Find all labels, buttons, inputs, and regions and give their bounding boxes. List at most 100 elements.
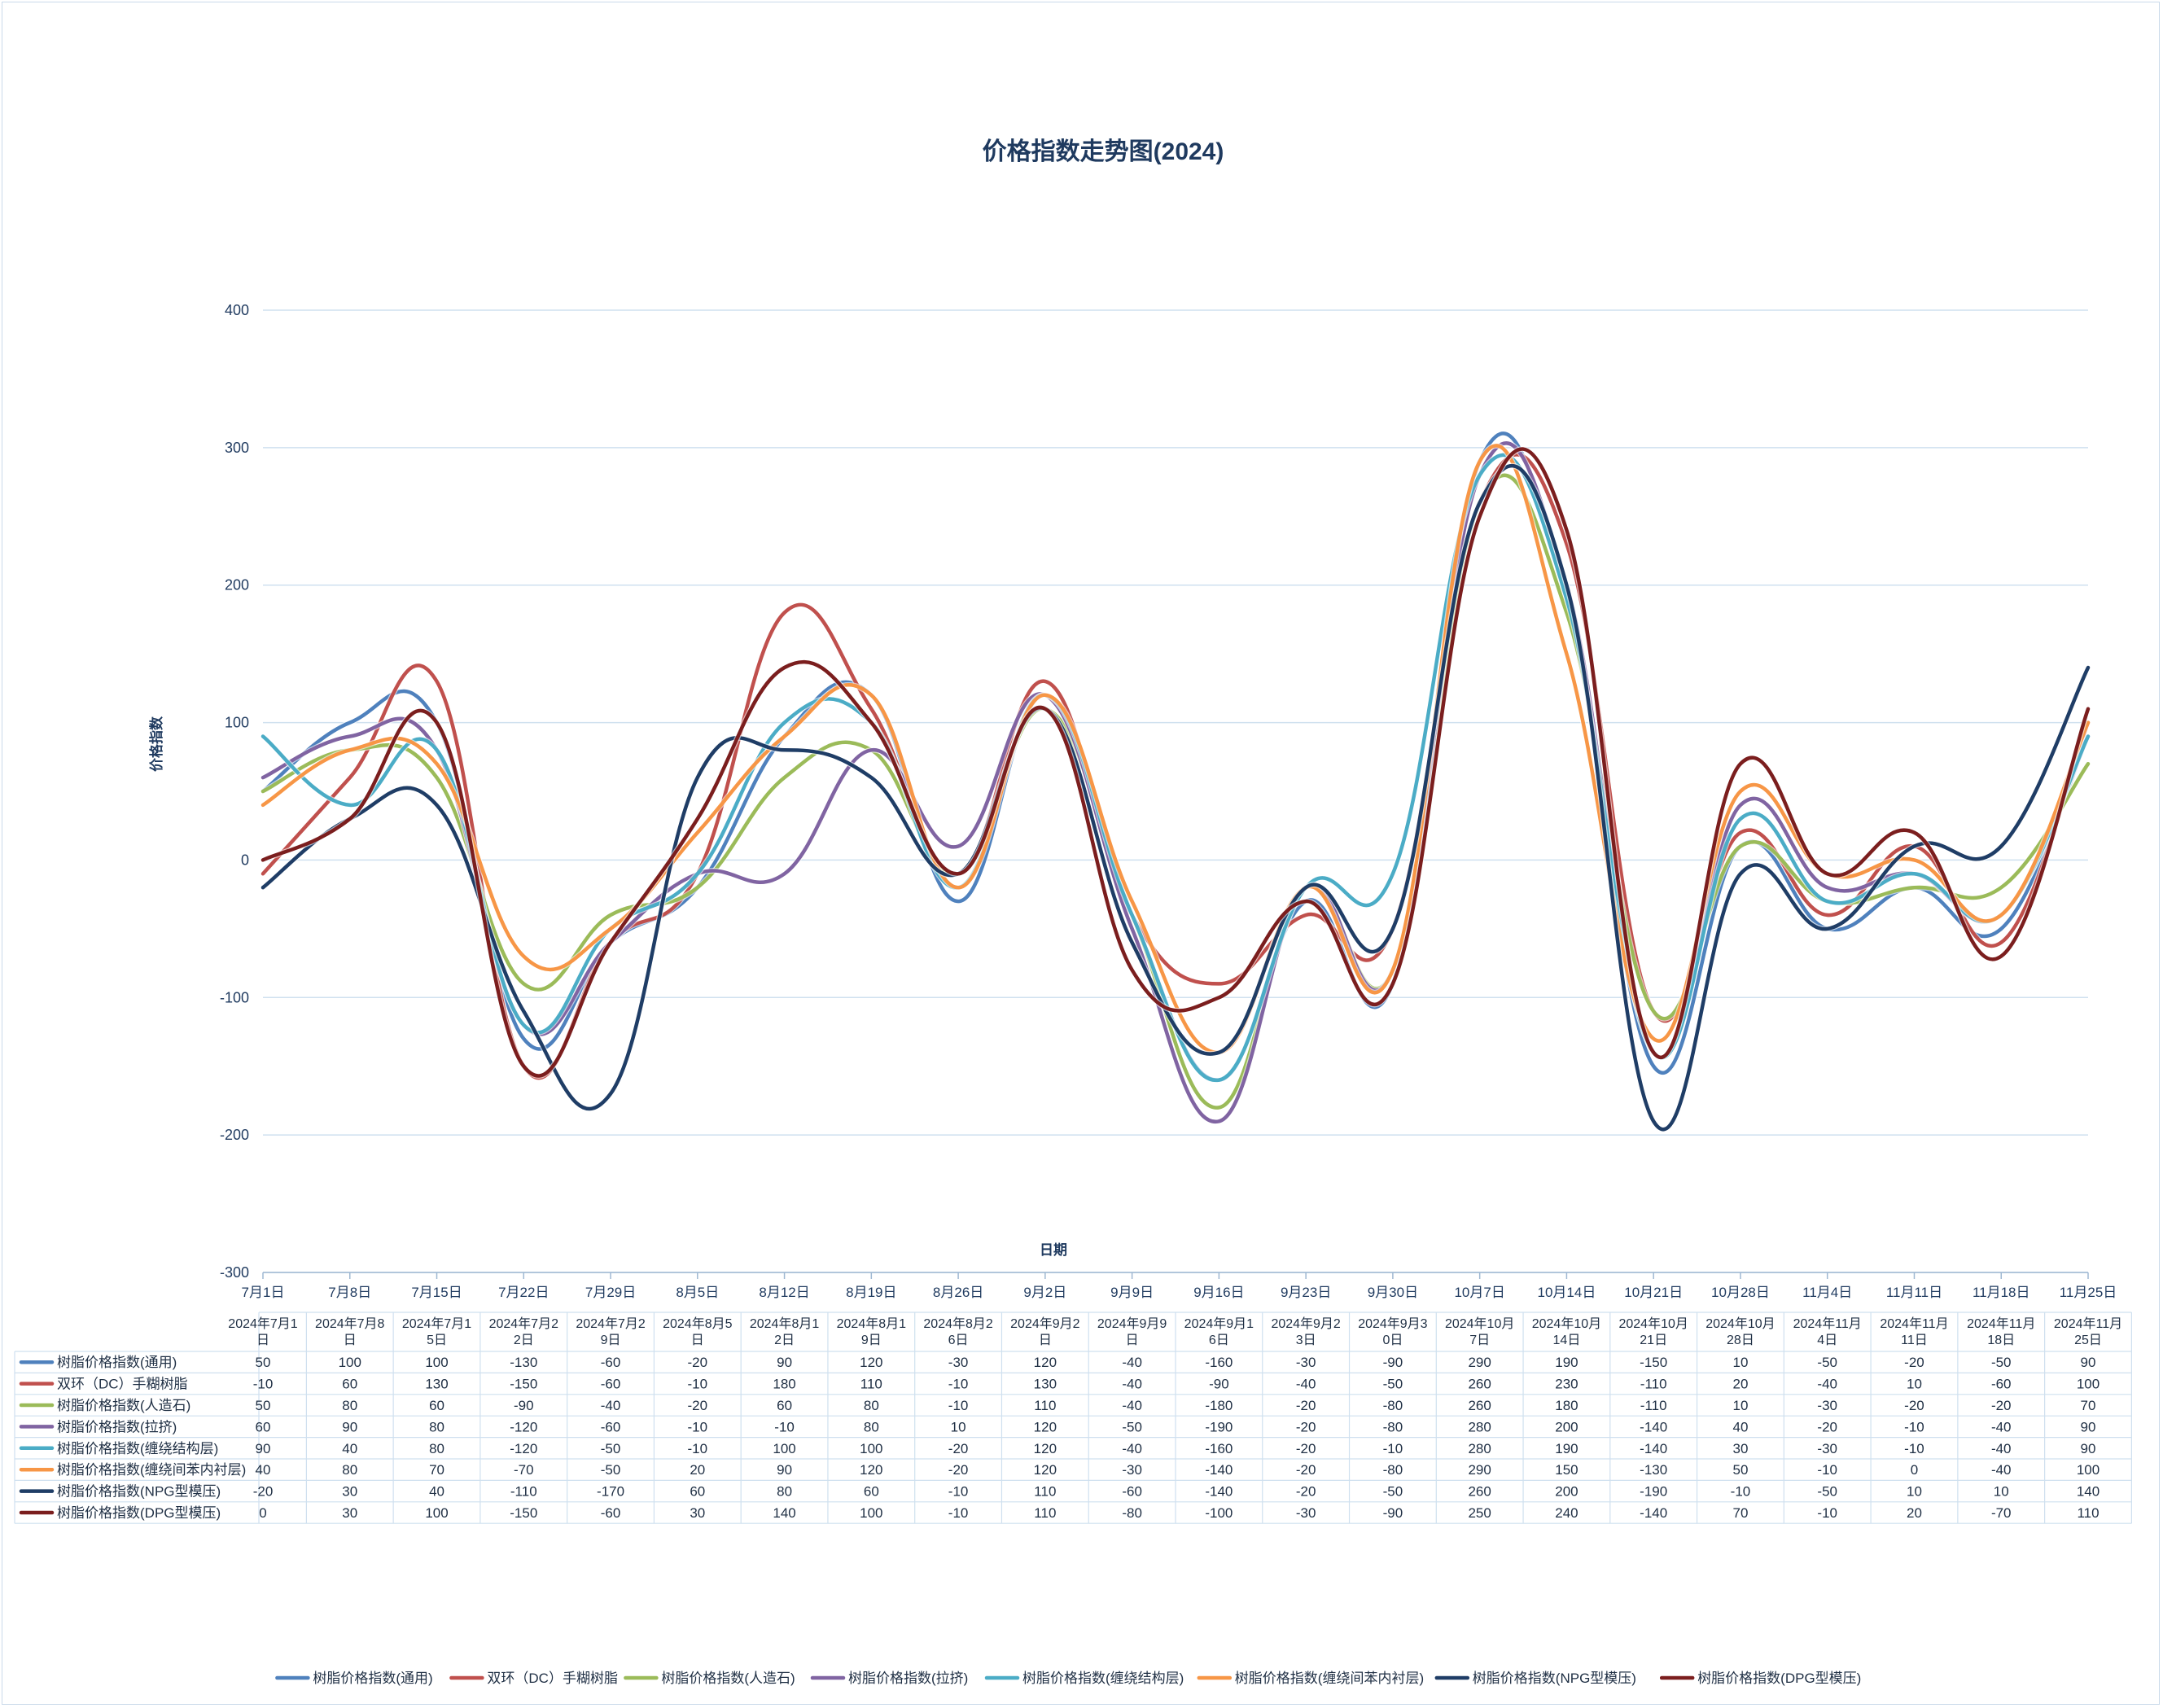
table-header-cell: 4日 (1817, 1334, 1837, 1347)
y-tick-label: 400 (225, 302, 249, 318)
table-cell: 180 (773, 1377, 795, 1392)
x-tick-label: 11月4日 (1802, 1285, 1852, 1300)
table-header-cell: 3日 (1296, 1334, 1316, 1347)
table-cell: -80 (1383, 1398, 1403, 1413)
table-cell: -20 (948, 1462, 969, 1478)
table-cell: -40 (1122, 1441, 1142, 1456)
table-cell: 60 (342, 1377, 357, 1392)
y-tick-label: 300 (225, 440, 249, 456)
table-cell: -40 (1991, 1462, 2012, 1478)
table-cell: 90 (2081, 1419, 2096, 1434)
table-cell: -20 (688, 1398, 708, 1413)
table-cell: 90 (342, 1419, 357, 1434)
table-header-cell: 2024年7月2 (576, 1316, 645, 1331)
table-cell: 80 (342, 1398, 357, 1413)
table-cell: 60 (864, 1484, 879, 1500)
table-cell: 110 (860, 1377, 882, 1392)
table-cell: 120 (860, 1355, 882, 1370)
x-tick-label: 11月25日 (2060, 1285, 2117, 1300)
x-tick-label: 10月14日 (1538, 1285, 1596, 1300)
table-cell: -90 (1383, 1355, 1403, 1370)
table-cell: 150 (1555, 1462, 1578, 1478)
table-cell: -20 (948, 1441, 969, 1456)
y-axis: 400 300 200 100 0 -100 -200 -300 (220, 302, 249, 1281)
table-cell: 120 (1034, 1462, 1057, 1478)
table-cell: -60 (601, 1355, 621, 1370)
table-cell: 40 (342, 1441, 357, 1456)
y-tick-label: 100 (225, 715, 249, 731)
table-cell: -160 (1205, 1441, 1233, 1456)
table-cell: 120 (1034, 1355, 1057, 1370)
table-cell: -40 (1991, 1441, 2012, 1456)
table-cell: 90 (777, 1355, 792, 1370)
x-tick-label: 8月5日 (676, 1285, 719, 1300)
legend-entry: 树脂价格指数(DPG型模压) (1697, 1671, 1861, 1686)
series-line-6 (261, 444, 2091, 1055)
data-table: 2024年7月1 日 2024年7月8 日 2024年7月1 5日 2024年7月2 2日 20… (14, 1312, 2132, 1524)
table-row-label: 双环（DC）手糊树脂 (57, 1377, 188, 1392)
table-cell: -120 (510, 1441, 537, 1456)
table-cell: 70 (2081, 1398, 2096, 1413)
y-tick-label: -300 (220, 1264, 249, 1281)
table-cell: -20 (1904, 1355, 1924, 1370)
table-row-label: 树脂价格指数(人造石) (57, 1398, 190, 1413)
table-cell: 0 (1911, 1462, 1918, 1478)
table-cell: -10 (774, 1419, 795, 1434)
table-cell: -110 (1640, 1398, 1667, 1413)
table-cell: -90 (514, 1398, 534, 1413)
table-cell: 20 (1907, 1505, 1922, 1521)
table-cell: -170 (597, 1484, 624, 1500)
x-tick-label: 7月22日 (498, 1285, 549, 1300)
table-cell: 100 (2077, 1377, 2100, 1392)
table-header-cell: 2024年7月1 (228, 1316, 297, 1331)
table-header-cell: 18日 (1987, 1334, 2015, 1347)
table-cell: -20 (253, 1484, 274, 1500)
table-cell: 90 (2081, 1441, 2096, 1456)
series-line-2 (261, 453, 2091, 1080)
table-cell: 100 (860, 1505, 882, 1521)
table-cell: 250 (1468, 1505, 1491, 1521)
table-cell: -60 (601, 1419, 621, 1434)
table-cell: -50 (601, 1462, 621, 1478)
table-cell: -40 (1122, 1355, 1142, 1370)
table-header-cell: 2024年7月8 (315, 1316, 384, 1331)
table-cell: 280 (1468, 1441, 1491, 1456)
x-tick-label: 9月30日 (1368, 1285, 1418, 1300)
x-tick-label: 8月12日 (759, 1285, 809, 1300)
legend-entry: 树脂价格指数(缠绕间苯内衬层) (1235, 1671, 1424, 1686)
table-cell: -40 (1122, 1377, 1142, 1392)
table-cell: 40 (256, 1462, 271, 1478)
table-cell: -30 (1296, 1355, 1316, 1370)
table-header-cell: 9日 (861, 1334, 882, 1347)
series-lines (260, 430, 2091, 1132)
series-line-5 (261, 453, 2091, 1082)
table-header-cell: 5日 (427, 1334, 447, 1347)
table-cell: 0 (259, 1505, 266, 1521)
table-cell: 140 (2077, 1484, 2100, 1500)
legend: 树脂价格指数(通用) 双环（DC）手糊树脂 树脂价格指数(人造石) 树脂价格指数(拉挤… (275, 1671, 1861, 1686)
table-cell: -50 (1817, 1355, 1837, 1370)
table-cell: -140 (1640, 1505, 1667, 1521)
table-header-cell: 2024年10月 (1618, 1316, 1688, 1331)
table-header-cell: 28日 (1727, 1334, 1754, 1347)
table-cell: 80 (342, 1462, 357, 1478)
table-cell: -10 (1731, 1484, 1751, 1500)
x-tick-label: 9月23日 (1281, 1285, 1331, 1300)
x-tick-label: 11月11日 (1886, 1285, 1942, 1300)
table-cell: 110 (1034, 1505, 1056, 1521)
table-cell: 60 (256, 1419, 271, 1434)
table-cell: -120 (510, 1419, 537, 1434)
table-cell: 130 (1034, 1377, 1057, 1392)
table-cell: -10 (1904, 1419, 1924, 1434)
table-cell: -90 (1383, 1505, 1403, 1521)
y-tick-label: 0 (241, 852, 249, 868)
x-tick-label: 10月28日 (1711, 1285, 1770, 1300)
y-axis-title: 价格指数 (148, 716, 164, 772)
table-header-cell: 日 (691, 1334, 704, 1347)
table-cell: -20 (1296, 1398, 1316, 1413)
table-cell: 190 (1555, 1355, 1578, 1370)
table-cell: -10 (948, 1377, 969, 1392)
table-cell: -60 (601, 1505, 621, 1521)
table-cell: 100 (425, 1355, 448, 1370)
table-header-cell: 7日 (1469, 1334, 1490, 1347)
